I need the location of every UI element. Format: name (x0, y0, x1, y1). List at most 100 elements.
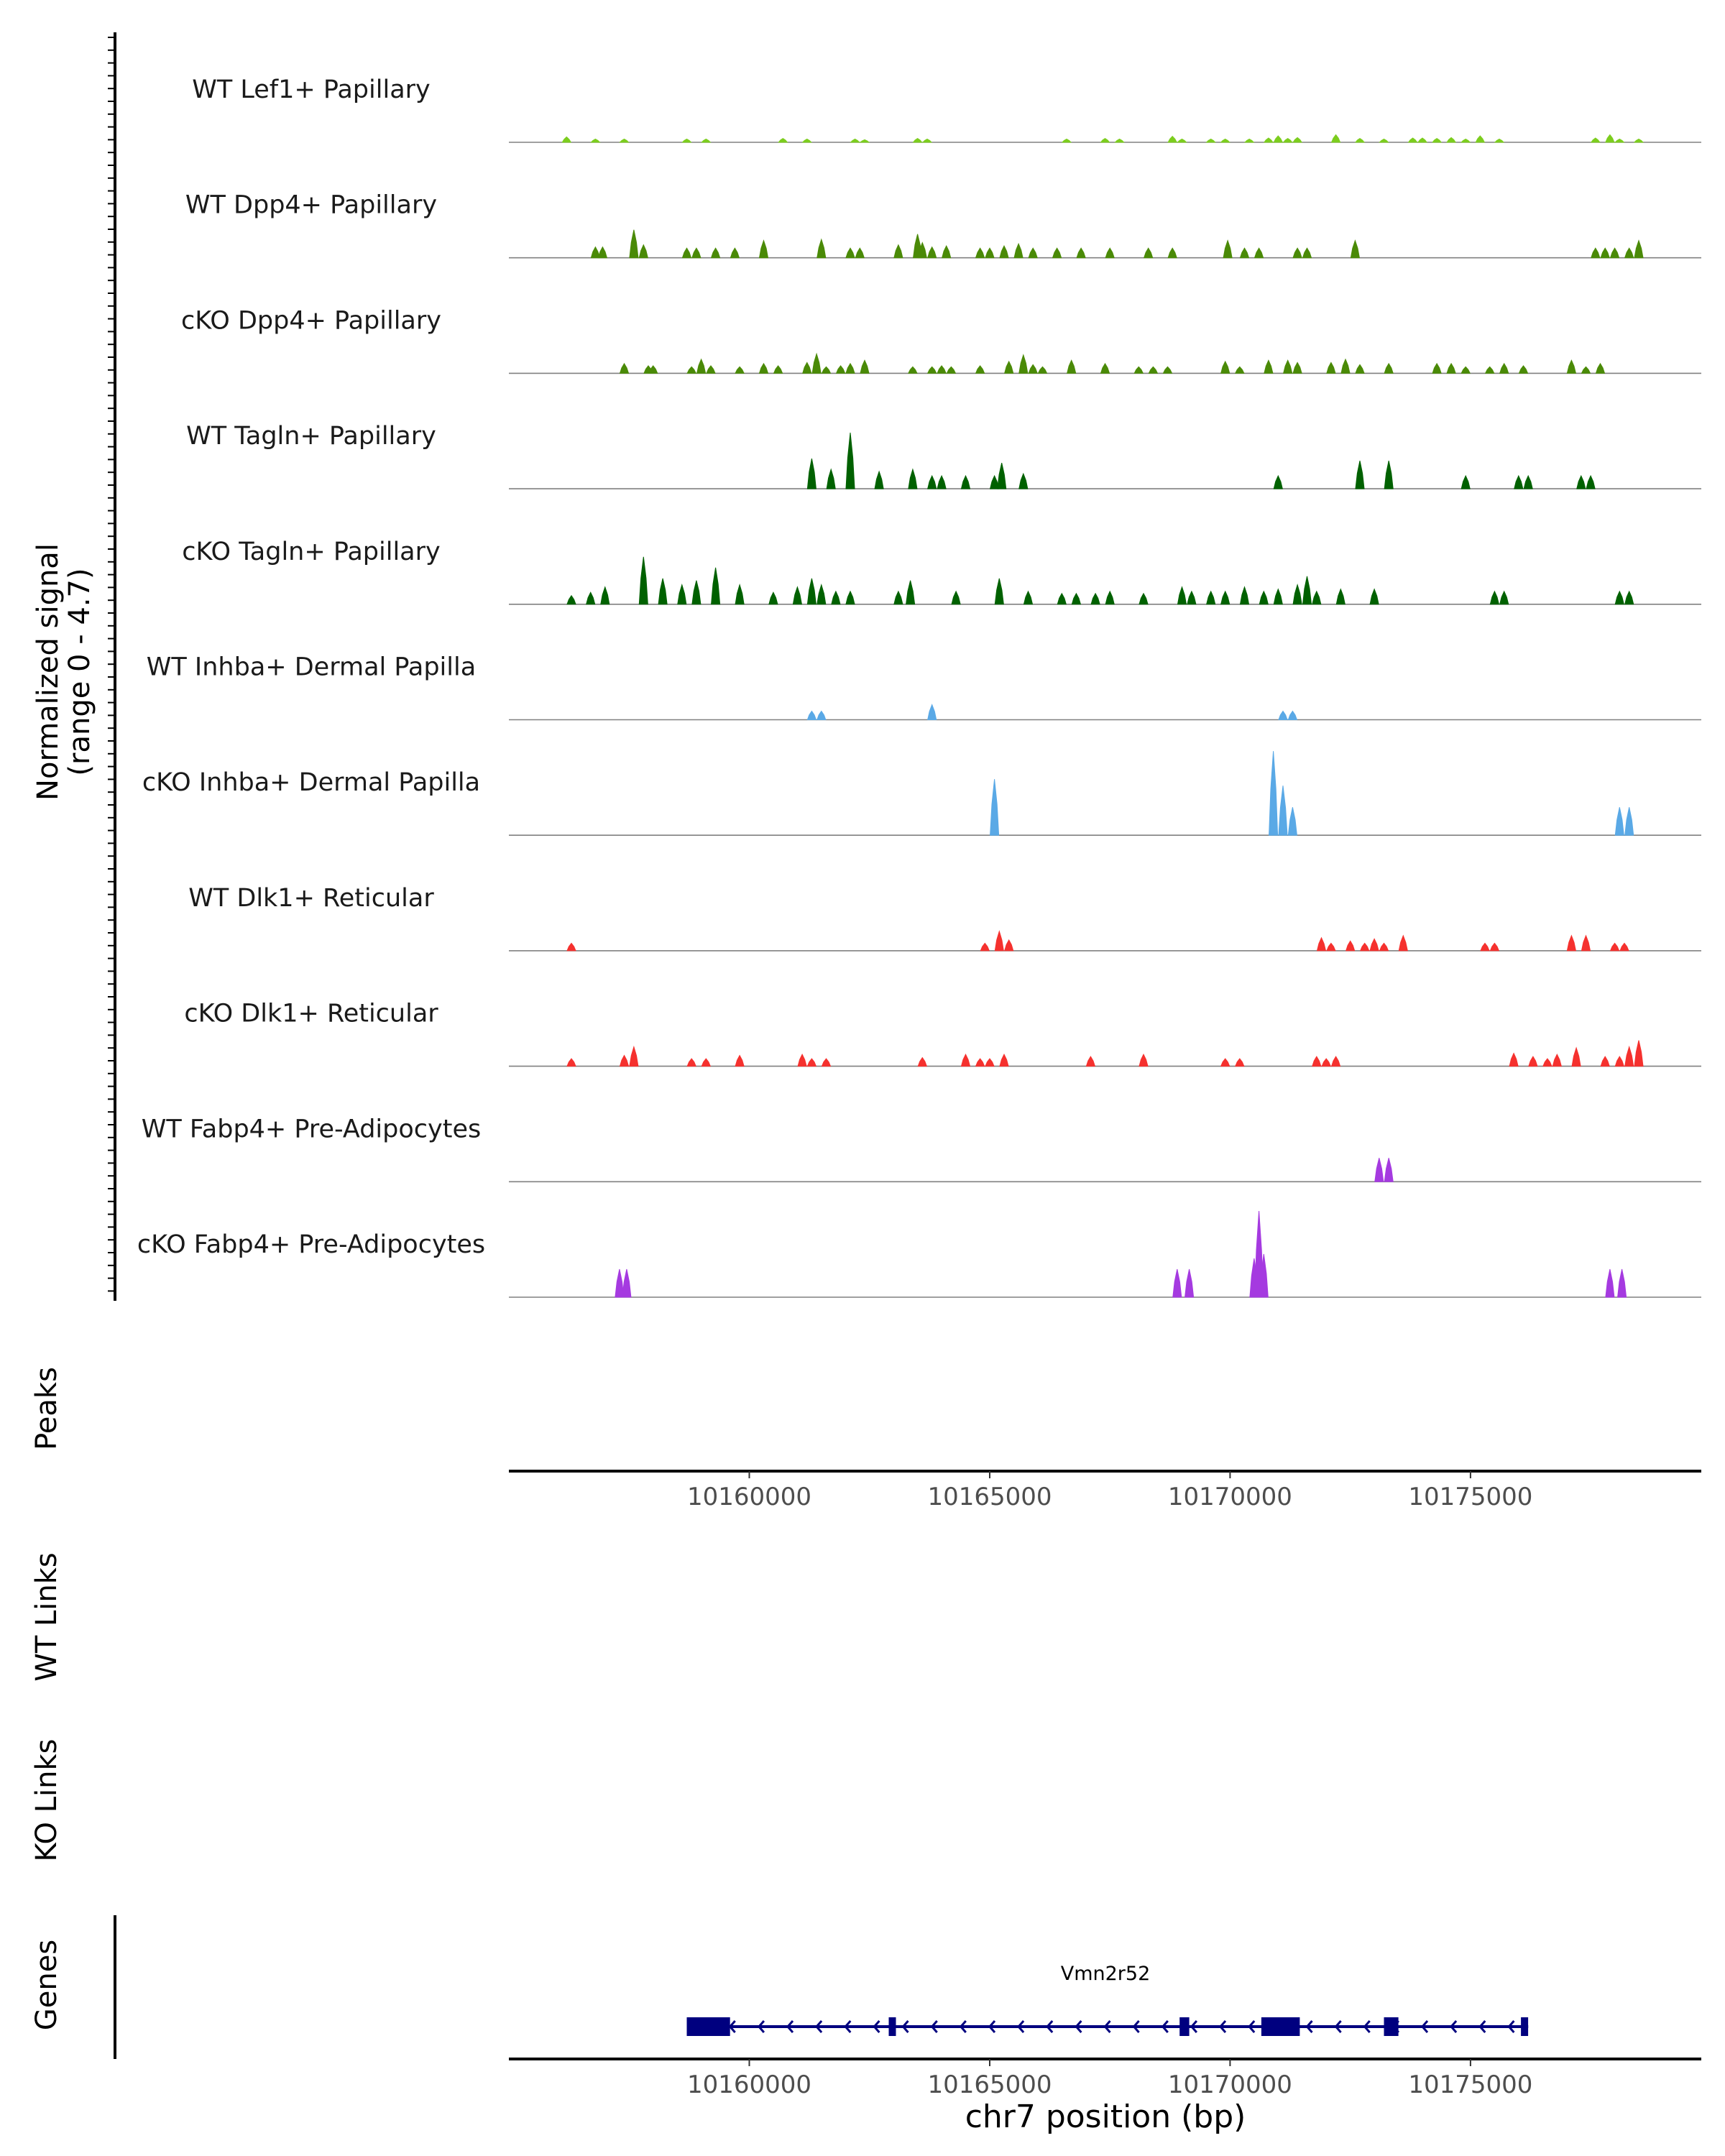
signal-peak (1494, 138, 1505, 143)
x-axis-tick-label: 10160000 (687, 1483, 811, 1511)
signal-peak (1052, 247, 1062, 259)
signal-peak (855, 247, 865, 259)
signal-peak (1614, 590, 1624, 605)
signal-peak (860, 359, 870, 374)
signal-peak (1595, 362, 1606, 374)
signal-peak (801, 138, 813, 143)
signal-peak (1384, 362, 1394, 374)
signal-peak (1552, 1053, 1562, 1067)
signal-peak (1624, 1045, 1634, 1067)
signal-peak (1417, 137, 1427, 143)
signal-peak (831, 590, 841, 605)
signal-peak (1499, 590, 1509, 605)
coverage-track: WT Lef1+ Papillary (192, 75, 1701, 143)
signal-peak (908, 468, 918, 489)
signal-peak (1148, 366, 1159, 374)
coverage-track: cKO Dlk1+ Reticular (184, 1000, 1701, 1067)
signal-peak (1220, 360, 1230, 374)
signal-peak (1283, 359, 1293, 374)
signal-peak (1542, 1058, 1552, 1067)
signal-peak (1379, 138, 1389, 143)
signal-peak (1184, 1268, 1195, 1298)
signal-peak (1177, 138, 1187, 143)
signal-peak (1071, 592, 1082, 605)
signal-peak (1518, 365, 1529, 374)
signal-peak (985, 1058, 995, 1067)
signal-peak (768, 591, 778, 605)
signal-peak (1600, 1056, 1610, 1067)
signal-peak (1205, 138, 1216, 143)
signal-peak (1407, 137, 1418, 143)
signal-peak (597, 246, 608, 259)
signal-peak (1067, 359, 1077, 374)
strand-arrow (988, 2020, 996, 2033)
signal-peak (1235, 1058, 1245, 1067)
signal-peak (937, 474, 947, 489)
signal-peak (691, 580, 702, 605)
signal-peak (845, 247, 855, 259)
signal-peak (1528, 1056, 1538, 1067)
track-label: WT Lef1+ Papillary (192, 75, 431, 104)
signal-peak (1100, 362, 1110, 374)
signal-peak (1273, 588, 1283, 605)
signal-peak (1359, 942, 1370, 952)
signal-peak (1316, 936, 1327, 952)
signal-peak (821, 366, 832, 374)
x-axis-tick-label: 10160000 (687, 2070, 811, 2099)
strand-arrow (1248, 2020, 1256, 2033)
signal-peak (566, 1058, 576, 1067)
signal-peak (1287, 807, 1297, 836)
gene-exon (686, 2017, 730, 2036)
signal-peak (1617, 1268, 1627, 1298)
coverage-track: WT Fabp4+ Pre-Adipocytes (142, 1115, 1701, 1183)
signal-peak (927, 704, 937, 720)
signal-peak (1605, 134, 1615, 143)
signal-peak (1302, 576, 1312, 605)
signal-peak (997, 462, 1007, 489)
signal-peak (927, 246, 937, 259)
signal-peak (638, 556, 648, 605)
signal-peak (1292, 137, 1303, 143)
coverage-tracks: WT Lef1+ Papillary WT Dpp4+ Papillary cKO … (137, 75, 1701, 1298)
signal-peak (1273, 135, 1284, 143)
signal-peak (1330, 134, 1341, 143)
strand-arrow (1075, 2020, 1082, 2033)
signal-peak (1057, 592, 1067, 605)
signal-peak (710, 247, 721, 259)
x-axis-tick-label: 10165000 (927, 1483, 1052, 1511)
signal-peak (1581, 934, 1591, 952)
strand-arrow (1017, 2020, 1025, 2033)
signal-peak (811, 352, 822, 374)
signal-peak (758, 362, 769, 374)
signal-peak (1374, 1158, 1384, 1182)
signal-peak (622, 1268, 632, 1298)
signal-peak (1133, 366, 1144, 374)
signal-peak (1484, 366, 1495, 374)
signal-peak (1018, 354, 1029, 374)
signal-peak (1355, 460, 1365, 489)
track-label: WT Tagln+ Papillary (186, 422, 436, 451)
signal-peak (701, 1058, 712, 1067)
track-label: WT Inhba+ Dermal Papilla (147, 653, 476, 682)
signal-peak (1634, 1040, 1644, 1067)
strand-arrow (959, 2020, 967, 2033)
coverage-track: cKO Fabp4+ Pre-Adipocytes (137, 1210, 1701, 1298)
strand-arrow (1305, 2020, 1313, 2033)
signal-peak (1614, 807, 1624, 836)
signal-peak (806, 710, 817, 720)
signal-peak (845, 433, 855, 489)
x-axis-tick-label: 10170000 (1168, 1483, 1292, 1511)
signal-peak (1576, 474, 1586, 489)
signal-peak (1591, 247, 1601, 259)
signal-peak (1369, 588, 1379, 605)
signal-peak (999, 245, 1009, 259)
signal-peak (1105, 247, 1115, 259)
genes-track-label: Genes (30, 1940, 63, 2030)
x-axis-label: chr7 position (bp) (965, 2099, 1246, 2135)
signal-peak (1004, 939, 1014, 952)
coverage-track: WT Dlk1+ Reticular (188, 884, 1701, 952)
strand-arrow (873, 2020, 880, 2033)
signal-peak (691, 247, 702, 259)
signal-peak (619, 1054, 630, 1067)
signal-peak (706, 365, 716, 374)
